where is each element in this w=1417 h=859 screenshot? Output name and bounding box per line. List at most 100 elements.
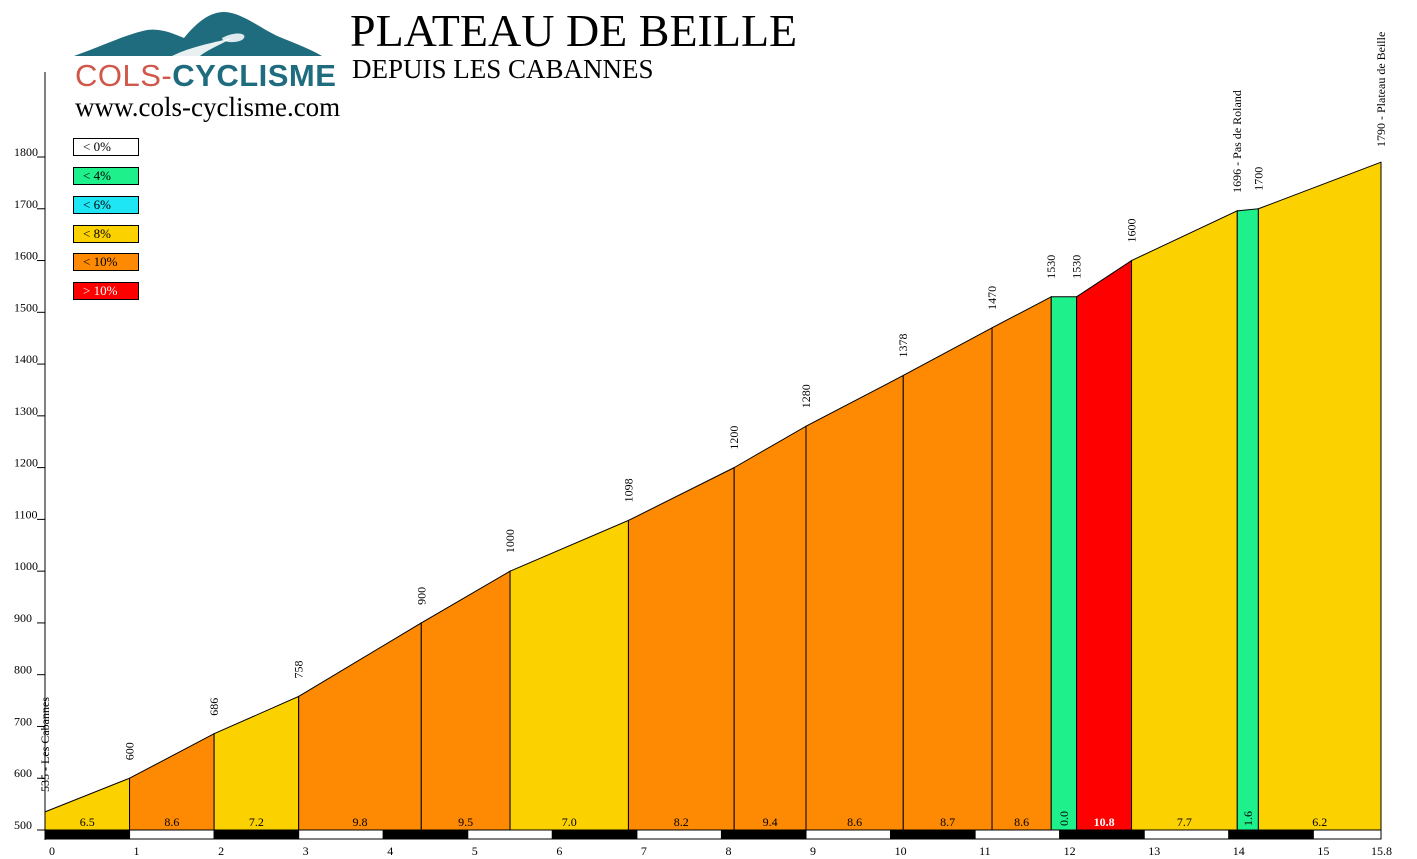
altitude-label: 1530 [1070, 255, 1084, 279]
profile-segment [733, 425, 807, 831]
x-tick-label: 9 [810, 844, 816, 858]
website-link[interactable]: www.cols-cyclisme.com [75, 92, 341, 122]
x-tick-label: 1 [134, 844, 140, 858]
x-tick-label: 8 [725, 844, 731, 858]
page-subtitle: DEPUIS LES CABANNES [352, 54, 654, 84]
x-tick-label: 0 [49, 844, 55, 858]
km-band [890, 829, 976, 840]
profile-segment [213, 695, 300, 831]
segment-gradient-label: 9.8 [352, 815, 367, 829]
y-tick-label: 800 [14, 663, 32, 677]
y-tick-label: 1700 [14, 197, 38, 211]
altitude-label: 1378 [896, 333, 910, 357]
segment-gradient-label: 8.6 [847, 815, 862, 829]
segment-gradient-label: 7.0 [562, 815, 577, 829]
altitude-label: 1280 [799, 384, 813, 408]
x-tick-label: 10 [895, 844, 907, 858]
km-band [974, 829, 1061, 840]
profile-segment [1050, 296, 1078, 831]
profile-segment [902, 327, 993, 831]
x-tick-label: 11 [979, 844, 991, 858]
y-tick-label: 700 [14, 714, 32, 728]
altitude-label: 1098 [621, 478, 635, 502]
altitude-label: 1696 - Pas de Roland [1230, 90, 1244, 193]
page-title: PLATEAU DE BEILLE [350, 5, 798, 56]
altitude-label: 600 [123, 742, 137, 760]
km-band [44, 829, 131, 840]
legend-item-below-10: < 10% [73, 253, 139, 271]
logo-wordmark-part2: CYCLISME [172, 58, 337, 93]
profile-segment [298, 622, 422, 831]
segment-gradient-label: 6.5 [80, 815, 95, 829]
legend-item-below-8: < 8% [73, 225, 139, 243]
legend-item-below-0: < 0% [73, 138, 139, 156]
y-tick-label: 900 [14, 611, 32, 625]
altitude-label: 1700 [1251, 167, 1265, 191]
km-band [298, 829, 384, 840]
y-tick-label: 500 [14, 818, 32, 832]
profile-segment [1076, 259, 1133, 831]
km-band [720, 829, 807, 840]
segment-gradient-label: 9.4 [763, 815, 778, 829]
segment-gradient-label: 7.2 [249, 815, 264, 829]
segment-gradient-label: 9.5 [458, 815, 473, 829]
km-band [129, 829, 215, 840]
legend-item-above-10: > 10% [73, 282, 139, 300]
y-tick-label: 1600 [14, 249, 38, 263]
x-tick-label: 5 [472, 844, 478, 858]
km-band [1059, 829, 1145, 840]
profile-segment [420, 570, 511, 831]
segment-gradient-label: 1.6 [1241, 811, 1255, 826]
segment-gradient-label: 6.2 [1312, 815, 1327, 829]
km-band [805, 829, 892, 840]
logo-wordmark: COLS-CYCLISME [75, 58, 336, 94]
segment-gradient-label: 8.7 [940, 815, 955, 829]
y-tick-label: 1100 [14, 507, 38, 521]
km-band [1143, 829, 1230, 840]
profile-segment [1131, 210, 1238, 831]
altitude-label: 535 - Les Cabannes [38, 697, 52, 792]
altitude-label: 686 [207, 698, 221, 716]
x-tick-label: 7 [641, 844, 647, 858]
x-tick-label: 12 [1064, 844, 1076, 858]
x-tick-label: 6 [556, 844, 562, 858]
altitude-label: 1530 [1044, 255, 1058, 279]
segment-gradient-label: 10.8 [1094, 815, 1115, 829]
altitude-label: 900 [414, 587, 428, 605]
profile-segment [805, 374, 904, 831]
km-band [1228, 829, 1314, 840]
altitude-label: 1200 [727, 426, 741, 450]
km-band [382, 829, 469, 840]
y-tick-label: 1200 [14, 456, 38, 470]
legend-item-below-4: < 4% [73, 167, 139, 185]
altitude-label: 758 [292, 660, 306, 678]
km-band [213, 829, 300, 840]
logo-wordmark-part1: COLS- [75, 58, 173, 93]
y-tick-label: 1300 [14, 404, 38, 418]
x-tick-label: 13 [1148, 844, 1160, 858]
x-tick-label: 14 [1233, 844, 1245, 858]
km-band [1312, 829, 1382, 840]
km-band [467, 829, 553, 840]
profile-segment [1257, 161, 1382, 831]
segment-gradient-label: 0.0 [1057, 811, 1071, 826]
profile-segment [991, 295, 1052, 831]
segment-gradient-label: 7.7 [1177, 815, 1192, 829]
x-tick-label: 4 [387, 844, 393, 858]
segment-gradient-label: 8.6 [1014, 815, 1029, 829]
altitude-label: 1470 [985, 286, 999, 310]
legend-item-below-6: < 6% [73, 196, 139, 214]
x-tick-label: 2 [218, 844, 224, 858]
y-tick-label: 1500 [14, 300, 38, 314]
profile-segment [1236, 208, 1259, 831]
altitude-label: 1790 - Plateau de Beille [1374, 32, 1388, 147]
profile-segment [627, 466, 735, 831]
km-band [551, 829, 638, 840]
mountain-logo-icon [74, 12, 322, 56]
profile-segment [509, 519, 629, 831]
altitude-label: 1000 [503, 529, 517, 553]
altitude-label: 1600 [1125, 219, 1139, 243]
x-tick-label: 3 [303, 844, 309, 858]
y-tick-label: 1000 [14, 559, 38, 573]
